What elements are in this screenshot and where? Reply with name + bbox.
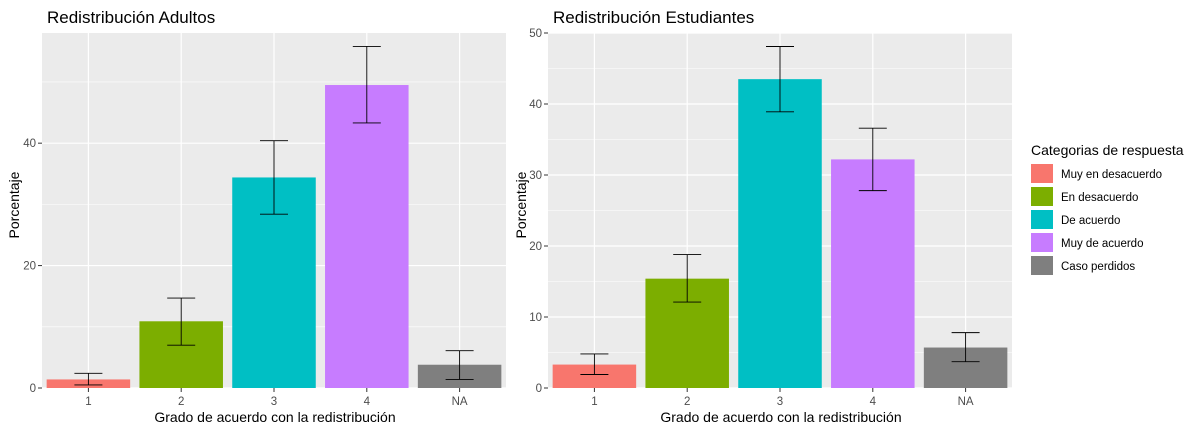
legend-swatch (1031, 164, 1053, 183)
y-tick-label: 10 (529, 312, 542, 324)
x-axis-title: Grado de acuerdo con la redistribución (660, 409, 901, 425)
legend-title: Categorias de respuesta (1031, 142, 1184, 158)
error-bar (352, 46, 381, 124)
x-tick-label: 2 (178, 396, 184, 408)
y-axis-title: Porcentaje (6, 171, 22, 238)
error-bar (951, 332, 980, 363)
legend-label: Caso perdidos (1061, 261, 1135, 273)
x-tick-label: NA (452, 396, 468, 408)
error-bar (766, 46, 794, 113)
x-tick-label: NA (958, 396, 974, 408)
legend-swatch (1031, 210, 1053, 229)
legend-label: Muy en desacuerdo (1061, 169, 1162, 181)
legend-item: Caso perdidos (1031, 256, 1135, 275)
legend-item: En desacuerdo (1031, 187, 1138, 206)
y-axis-title: Porcentaje (513, 171, 529, 238)
error-bar (260, 140, 288, 215)
bar (325, 85, 409, 388)
x-tick-label: 1 (591, 396, 597, 408)
legend-item: Muy de acuerdo (1031, 233, 1143, 252)
legend-label: En desacuerdo (1061, 192, 1138, 204)
chart-adultos: 0 20 40 1 2 3 4 NA Redistribución Adultos Grado… (6, 8, 506, 425)
legend-item: De acuerdo (1031, 210, 1120, 229)
y-tick-label: 20 (23, 261, 36, 273)
error-bar (167, 297, 196, 346)
chart-estudiantes: 0 10 20 30 40 50 1 2 3 4 NA Redistribución Estudia… (513, 8, 1012, 425)
plot-area: 0 20 40 1 2 3 4 NA (23, 33, 506, 408)
bar (552, 364, 637, 388)
error-bar (580, 353, 609, 375)
y-tick-label: 40 (23, 138, 36, 150)
x-axis-title: Grado de acuerdo con la redistribución (154, 409, 395, 425)
error-bar (858, 127, 887, 192)
x-tick-label: 3 (271, 396, 277, 408)
y-tick-label: 0 (30, 383, 36, 395)
y-tick-label: 0 (536, 383, 542, 395)
error-bar (673, 254, 702, 303)
chart-title: Redistribución Adultos (47, 8, 215, 27)
y-tick-label: 20 (529, 241, 542, 253)
bar (831, 159, 915, 388)
legend-swatch (1031, 233, 1053, 252)
chart-title: Redistribución Estudiantes (553, 8, 754, 27)
legend-swatch (1031, 256, 1053, 275)
legend-swatch (1031, 187, 1053, 206)
y-tick-label: 40 (529, 99, 542, 111)
legend-item: Muy en desacuerdo (1031, 164, 1162, 183)
plot-area: 0 10 20 30 40 50 1 2 3 4 NA (529, 28, 1012, 408)
error-bar (74, 372, 103, 386)
x-tick-label: 4 (870, 396, 877, 408)
y-tick-label: 50 (529, 28, 542, 40)
legend-label: Muy de acuerdo (1061, 238, 1143, 250)
x-tick-label: 4 (364, 396, 371, 408)
y-tick-label: 30 (529, 170, 542, 182)
legend: Categorias de respuesta Muy en desacuerd… (1031, 142, 1184, 275)
legend-label: De acuerdo (1061, 215, 1120, 227)
error-bar (445, 350, 474, 380)
x-tick-label: 3 (777, 396, 783, 408)
x-tick-label: 1 (85, 396, 91, 408)
bar (738, 79, 822, 389)
x-tick-label: 2 (684, 396, 690, 408)
